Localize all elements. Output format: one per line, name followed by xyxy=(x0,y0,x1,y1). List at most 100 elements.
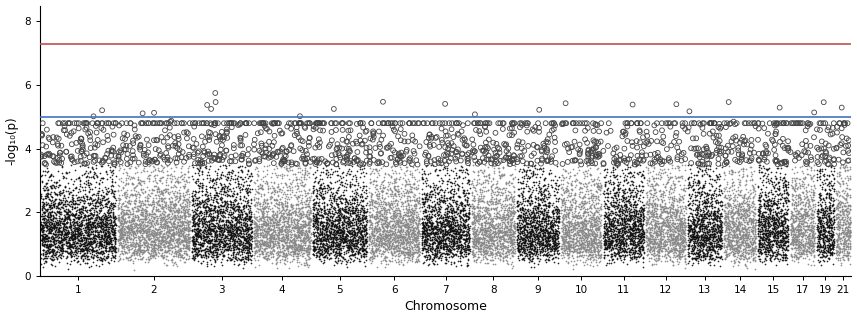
Point xyxy=(380,210,393,215)
Point xyxy=(800,223,814,228)
Point xyxy=(662,241,676,246)
Point xyxy=(201,248,215,253)
Point xyxy=(803,192,817,197)
Point xyxy=(117,252,130,257)
Point xyxy=(527,142,541,147)
Point xyxy=(222,186,236,191)
Point xyxy=(70,228,84,234)
Point xyxy=(841,230,854,235)
Point xyxy=(407,212,421,217)
Point xyxy=(605,245,619,250)
Point xyxy=(425,247,439,252)
Point xyxy=(580,164,594,169)
Point xyxy=(330,246,344,251)
Point xyxy=(570,247,584,252)
Point xyxy=(663,231,677,236)
Point xyxy=(455,200,469,205)
Point xyxy=(523,230,536,235)
Point xyxy=(41,168,55,173)
Point xyxy=(471,194,485,199)
Point xyxy=(767,218,781,223)
Point xyxy=(117,243,131,248)
Point xyxy=(677,216,691,221)
Point xyxy=(375,151,388,156)
Point xyxy=(292,259,306,264)
Point xyxy=(598,240,612,245)
Point xyxy=(71,231,85,236)
Point xyxy=(550,164,564,169)
Point xyxy=(141,247,154,252)
Point xyxy=(813,242,827,247)
Point xyxy=(519,244,533,249)
Point xyxy=(230,247,243,252)
Point xyxy=(220,177,234,182)
Point xyxy=(382,201,396,206)
Point xyxy=(492,166,506,171)
Point xyxy=(525,211,539,216)
Point xyxy=(52,121,66,126)
Point xyxy=(482,220,496,225)
Point xyxy=(203,258,217,263)
Point xyxy=(309,253,323,258)
Point xyxy=(485,195,499,200)
Point xyxy=(67,193,81,198)
Point xyxy=(826,214,840,219)
Point xyxy=(707,212,721,217)
Point xyxy=(561,238,575,243)
Point xyxy=(269,198,283,203)
Point xyxy=(386,201,399,206)
Point xyxy=(738,235,752,241)
Point xyxy=(530,218,544,223)
Point xyxy=(622,228,636,234)
Point xyxy=(686,221,700,226)
Point xyxy=(642,224,656,229)
Point xyxy=(782,198,795,204)
Point xyxy=(675,229,689,234)
Point xyxy=(708,249,722,255)
Point xyxy=(539,206,553,211)
Point xyxy=(741,232,755,237)
Point xyxy=(841,256,854,262)
Point xyxy=(354,232,368,237)
Point xyxy=(105,168,119,174)
Point xyxy=(303,194,317,199)
Point xyxy=(709,233,722,238)
Point xyxy=(458,223,471,228)
Point xyxy=(774,228,788,233)
Point xyxy=(661,206,674,211)
Point xyxy=(686,187,700,192)
Point xyxy=(644,161,657,166)
Point xyxy=(806,234,820,239)
Point xyxy=(405,227,419,232)
Point xyxy=(426,261,440,266)
Point xyxy=(504,209,518,214)
Point xyxy=(774,239,788,244)
Point xyxy=(702,259,716,264)
Point xyxy=(498,195,512,200)
Point xyxy=(167,233,181,238)
Point xyxy=(307,247,321,252)
Point xyxy=(494,245,508,250)
Point xyxy=(231,190,244,195)
Point xyxy=(802,215,816,220)
Point xyxy=(785,175,799,180)
Point xyxy=(382,219,396,224)
Point xyxy=(769,182,782,187)
Point xyxy=(323,194,337,199)
Point xyxy=(805,215,818,220)
Point xyxy=(492,185,506,190)
Point xyxy=(210,192,224,197)
Point xyxy=(444,259,458,264)
Point xyxy=(345,246,358,251)
Point xyxy=(670,235,684,240)
Point xyxy=(843,220,857,225)
Point xyxy=(803,240,817,245)
Point xyxy=(646,241,660,246)
Point xyxy=(112,224,126,229)
Point xyxy=(151,198,165,204)
Point xyxy=(537,199,551,204)
Point xyxy=(218,233,231,238)
Point xyxy=(634,212,648,217)
Point xyxy=(471,172,485,177)
Point xyxy=(47,204,61,209)
